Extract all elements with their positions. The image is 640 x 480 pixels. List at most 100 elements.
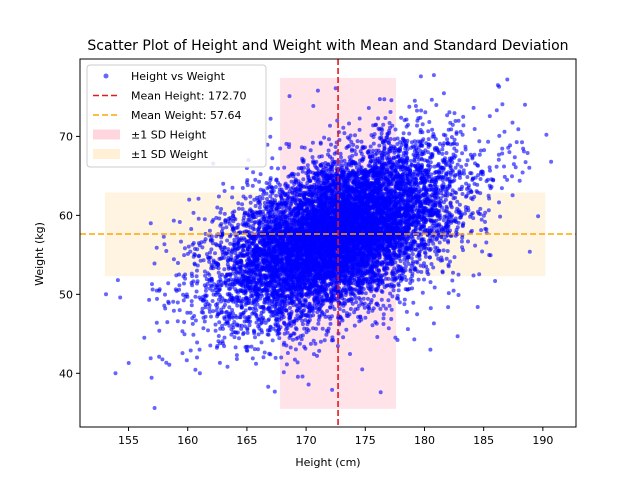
- scatter-point: [232, 209, 237, 214]
- scatter-point: [165, 320, 170, 325]
- scatter-point: [195, 355, 199, 360]
- scatter-point: [222, 189, 227, 193]
- scatter-point: [248, 200, 253, 205]
- scatter-point: [190, 321, 195, 326]
- scatter-point: [459, 164, 464, 169]
- scatter-point: [348, 352, 352, 356]
- scatter-point: [401, 131, 406, 136]
- scatter-point: [180, 351, 185, 356]
- scatter-point: [197, 243, 202, 248]
- scatter-point: [458, 215, 462, 220]
- scatter-point: [232, 335, 237, 340]
- scatter-point: [426, 129, 431, 134]
- scatter-point: [466, 205, 470, 210]
- scatter-point: [257, 205, 262, 210]
- scatter-point: [402, 302, 407, 307]
- scatter-point: [363, 291, 368, 296]
- scatter-point: [211, 292, 216, 297]
- scatter-point: [290, 337, 295, 342]
- scatter-point: [328, 123, 332, 128]
- scatter-point: [439, 234, 444, 239]
- scatter-point: [222, 335, 227, 340]
- scatter-point: [216, 339, 221, 344]
- scatter-point: [195, 340, 200, 345]
- scatter-point: [322, 338, 327, 343]
- scatter-point: [484, 227, 489, 232]
- scatter-point: [452, 111, 457, 116]
- scatter-point: [357, 127, 362, 132]
- scatter-point: [426, 272, 431, 277]
- scatter-point: [389, 307, 394, 312]
- scatter-point: [416, 277, 421, 282]
- scatter-point: [254, 361, 258, 366]
- scatter-point: [285, 351, 290, 355]
- scatter-point: [233, 273, 238, 278]
- scatter-point: [148, 221, 153, 226]
- scatter-point: [191, 210, 196, 215]
- scatter-point: [287, 335, 292, 340]
- scatter-point: [357, 162, 362, 167]
- scatter-point: [372, 293, 376, 298]
- scatter-point: [214, 345, 219, 350]
- scatter-point: [372, 132, 377, 137]
- scatter-point: [182, 332, 187, 337]
- scatter-point: [273, 185, 278, 189]
- scatter-point: [262, 350, 267, 355]
- scatter-point: [460, 132, 465, 137]
- scatter-point: [270, 156, 275, 161]
- scatter-point: [225, 238, 230, 243]
- scatter-point: [297, 341, 302, 346]
- scatter-point: [175, 300, 180, 305]
- scatter-point: [349, 140, 354, 144]
- scatter-point: [230, 195, 235, 200]
- scatter-point: [355, 139, 360, 144]
- scatter-point: [300, 322, 305, 327]
- scatter-point: [181, 298, 186, 303]
- scatter-point: [377, 97, 382, 102]
- scatter-point: [478, 177, 483, 181]
- scatter-point: [177, 308, 182, 313]
- scatter-point: [344, 327, 349, 332]
- scatter-point: [477, 139, 482, 144]
- scatter-point: [339, 155, 343, 160]
- scatter-point: [376, 116, 381, 121]
- scatter-point: [329, 142, 333, 147]
- scatter-point: [236, 201, 241, 206]
- scatter-point: [226, 247, 231, 252]
- scatter-point: [381, 312, 386, 317]
- scatter-point: [505, 177, 510, 182]
- scatter-point: [510, 120, 515, 125]
- scatter-point: [440, 151, 445, 156]
- scatter-point: [306, 382, 311, 387]
- scatter-point: [155, 296, 159, 301]
- scatter-point: [193, 318, 198, 323]
- scatter-point: [449, 135, 454, 140]
- scatter-point: [150, 287, 155, 292]
- scatter-point: [461, 114, 466, 119]
- scatter-point: [175, 319, 180, 324]
- scatter-point: [387, 303, 392, 308]
- scatter-point: [452, 137, 457, 142]
- scatter-point: [255, 302, 260, 307]
- scatter-point: [326, 314, 331, 319]
- scatter-point: [488, 168, 492, 173]
- scatter-point: [157, 287, 162, 292]
- scatter-point: [288, 345, 293, 350]
- scatter-point: [393, 127, 398, 132]
- scatter-point: [483, 219, 487, 224]
- scatter-point: [182, 281, 186, 286]
- scatter-point: [476, 163, 480, 168]
- scatter-point: [360, 302, 365, 307]
- scatter-point: [238, 271, 243, 276]
- scatter-point: [282, 165, 287, 170]
- scatter-point: [201, 315, 206, 320]
- scatter-point: [498, 214, 503, 219]
- scatter-point: [412, 98, 417, 103]
- scatter-point: [399, 115, 404, 120]
- scatter-point: [160, 357, 165, 362]
- scatter-point: [348, 307, 353, 311]
- scatter-point: [302, 145, 307, 150]
- scatter-point: [396, 288, 401, 293]
- scatter-point: [193, 367, 198, 372]
- scatter-point: [150, 282, 154, 287]
